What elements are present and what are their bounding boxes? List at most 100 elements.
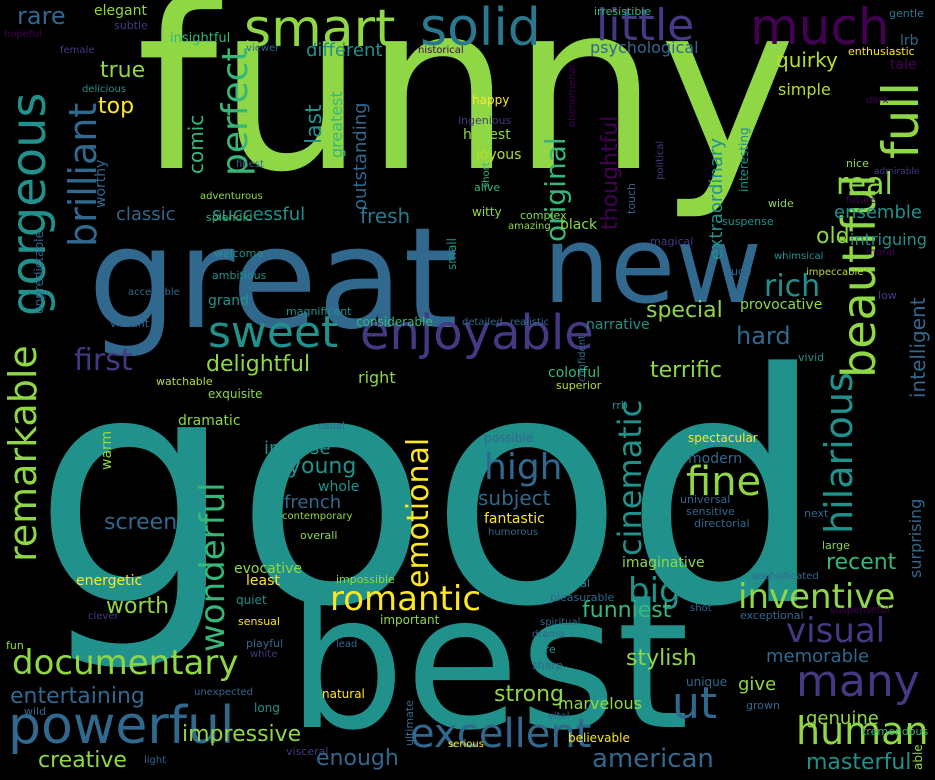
word-unique: unique bbox=[686, 675, 728, 689]
word-evocative: evocative bbox=[234, 561, 303, 577]
word-real: real bbox=[836, 167, 893, 202]
word-classic: classic bbox=[116, 204, 176, 225]
word-masterful: masterful bbox=[806, 750, 912, 775]
word-small: small bbox=[445, 238, 459, 270]
word-wonderful: wonderful bbox=[193, 482, 233, 652]
word-wild: wild bbox=[24, 705, 47, 718]
word-low: low bbox=[878, 289, 897, 302]
word-subtle: subtle bbox=[114, 19, 148, 32]
word-rrb: rrb bbox=[612, 399, 628, 412]
word-elegant: elegant bbox=[94, 3, 147, 19]
word-considerable: considerable bbox=[356, 315, 433, 329]
word-simple: simple bbox=[778, 80, 831, 99]
word-subject: subject bbox=[478, 486, 551, 510]
word-fantastic: fantastic bbox=[484, 511, 545, 527]
word-admirable: admirable bbox=[874, 167, 920, 177]
word-full: full bbox=[872, 81, 930, 159]
word-marvelous: marvelous bbox=[558, 694, 642, 713]
word-great: great bbox=[88, 198, 459, 361]
word-grand: grand bbox=[208, 293, 249, 309]
word-light: light bbox=[144, 755, 167, 766]
word-historical: historical bbox=[418, 45, 464, 56]
word-moral: moral bbox=[866, 247, 895, 258]
word-fresh: fresh bbox=[360, 204, 411, 228]
word-spectacular: spectacular bbox=[688, 431, 758, 445]
word-sharp: sharp bbox=[532, 659, 563, 672]
word-powerful: powerful bbox=[8, 696, 235, 756]
word-much: much bbox=[750, 0, 890, 56]
word-phenomenal: phenomenal bbox=[567, 64, 578, 127]
word-interesting: interesting bbox=[737, 127, 751, 192]
word-splendid: splendid bbox=[206, 211, 253, 224]
word-female: female bbox=[60, 45, 95, 56]
word-greatest: greatest bbox=[327, 91, 346, 158]
word-creative: creative bbox=[38, 748, 127, 773]
word-ingenious: ingenious bbox=[458, 114, 512, 127]
word-impossible: impossible bbox=[336, 573, 395, 586]
word-future: future bbox=[846, 195, 877, 206]
word-finest: finest bbox=[236, 159, 264, 170]
word-vivid: vivid bbox=[798, 351, 825, 364]
word-magnificent: magnificent bbox=[286, 305, 352, 318]
word-enough: enough bbox=[316, 746, 399, 771]
word-worthy: worthy bbox=[93, 159, 109, 208]
word-suspense: suspense bbox=[722, 215, 774, 228]
word-enjoyable: enjoyable bbox=[360, 305, 594, 361]
word-special: special bbox=[646, 298, 723, 323]
word-hard: hard bbox=[736, 322, 791, 350]
word-universal: universal bbox=[680, 493, 731, 506]
word-romantic: romantic bbox=[330, 579, 482, 619]
word-narrative: narrative bbox=[586, 317, 650, 333]
word-usual: usual bbox=[318, 421, 345, 432]
word-directorial: directorial bbox=[694, 517, 750, 530]
word-complex: complex bbox=[520, 209, 567, 222]
word-successful: successful bbox=[212, 204, 306, 225]
word-pleasurable: pleasurable bbox=[550, 591, 615, 604]
word-witty: witty bbox=[472, 205, 502, 219]
word-ut: ut bbox=[672, 678, 718, 729]
word-exceptional: exceptional bbox=[740, 609, 804, 622]
word-terrific: terrific bbox=[650, 358, 722, 383]
word-remarkable: remarkable bbox=[1, 345, 45, 562]
word-big: big bbox=[628, 571, 681, 611]
word-sensual: sensual bbox=[238, 615, 280, 628]
word-touch: touch bbox=[625, 182, 638, 214]
word-best: best bbox=[287, 554, 690, 771]
word-right: right bbox=[358, 368, 396, 387]
word-cinematic: cinematic bbox=[611, 399, 649, 556]
word-funniest: funniest bbox=[582, 598, 672, 623]
word-good: good bbox=[33, 306, 826, 676]
word-old: old bbox=[816, 224, 850, 249]
word-quiet: quiet bbox=[236, 593, 267, 607]
word-extraordinary: extraordinary bbox=[706, 138, 727, 260]
word-amazing: amazing bbox=[508, 221, 551, 232]
word-fun: fun bbox=[6, 639, 24, 652]
word-modern: modern bbox=[688, 451, 743, 467]
word-entertaining: entertaining bbox=[10, 684, 145, 709]
word-spiritual: spiritual bbox=[540, 617, 581, 628]
word-suspenseful: suspenseful bbox=[830, 605, 890, 616]
word-technical: technical bbox=[540, 577, 590, 590]
word-funny: funny bbox=[136, 0, 797, 223]
word-sweet: sweet bbox=[208, 307, 339, 358]
word-worth: worth bbox=[106, 594, 170, 619]
word-sensitive: sensitive bbox=[686, 505, 735, 518]
word-documentary: documentary bbox=[12, 643, 239, 683]
word-intense: intense bbox=[264, 438, 331, 459]
word-magical: magical bbox=[650, 235, 694, 248]
word-believable: believable bbox=[568, 731, 630, 745]
word-large: large bbox=[822, 539, 850, 552]
word-clever: clever bbox=[88, 611, 119, 622]
word-fine: fine bbox=[686, 459, 762, 505]
word-exquisite: exquisite bbox=[208, 387, 263, 401]
word-intriguing: intriguing bbox=[850, 230, 927, 249]
word-memorable: memorable bbox=[766, 646, 870, 667]
word-give: give bbox=[738, 674, 777, 695]
word-imaginative: imaginative bbox=[622, 555, 705, 571]
word-outstanding: outstanding bbox=[350, 102, 371, 210]
word-unpredictable: unpredictable bbox=[32, 231, 46, 314]
word-provocative: provocative bbox=[740, 297, 823, 313]
word-impeccable: impeccable bbox=[806, 267, 864, 278]
word-energetic: energetic bbox=[76, 573, 143, 589]
word-stylish: stylish bbox=[626, 646, 697, 671]
